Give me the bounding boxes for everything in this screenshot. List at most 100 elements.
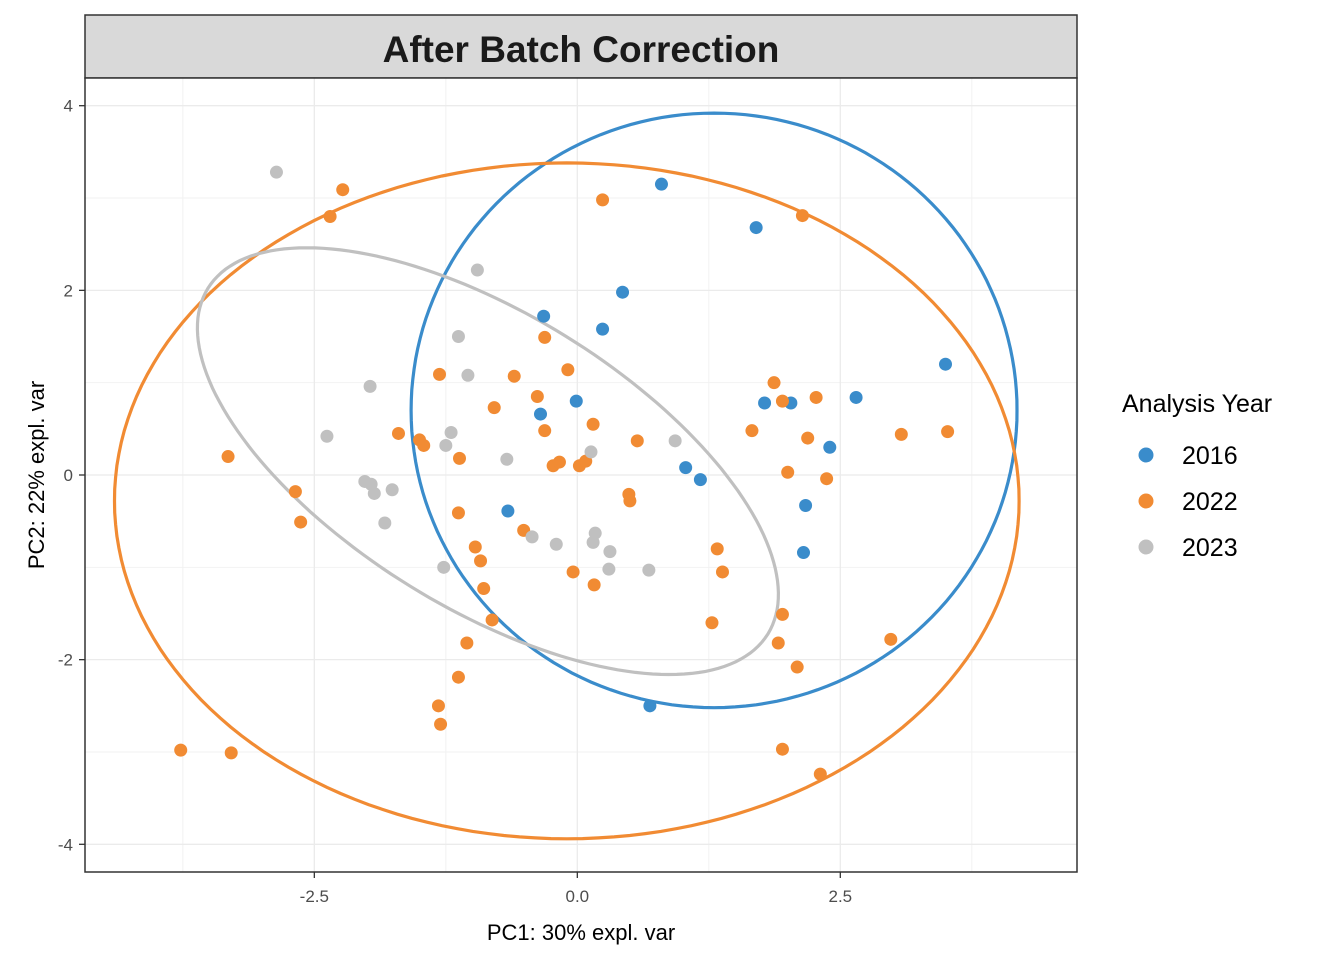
point-2023 xyxy=(603,545,617,559)
point-2016 xyxy=(537,309,551,323)
legend-key-2022 xyxy=(1138,493,1154,509)
point-2022 xyxy=(775,394,789,408)
point-2022 xyxy=(809,390,823,404)
point-2022 xyxy=(417,438,431,452)
point-2023 xyxy=(525,530,539,544)
grid-lines xyxy=(85,78,1077,872)
point-2023 xyxy=(437,560,451,574)
point-2022 xyxy=(767,376,781,390)
point-2022 xyxy=(474,554,488,568)
point-2016 xyxy=(679,461,693,475)
point-2016 xyxy=(596,322,610,336)
point-2022 xyxy=(586,417,600,431)
point-2022 xyxy=(801,431,815,445)
point-2023 xyxy=(378,516,392,530)
point-2022 xyxy=(294,515,308,529)
point-2023 xyxy=(269,165,283,179)
point-2022 xyxy=(820,472,834,486)
point-2022 xyxy=(288,485,302,499)
point-2022 xyxy=(451,506,465,520)
point-2016 xyxy=(643,699,657,713)
point-2022 xyxy=(775,742,789,756)
point-2016 xyxy=(758,396,772,410)
point-2022 xyxy=(452,451,466,465)
point-2022 xyxy=(538,424,552,438)
point-2016 xyxy=(616,285,630,299)
y-tick-label: -2 xyxy=(58,651,73,670)
point-2022 xyxy=(941,425,955,439)
chart-title: After Batch Correction xyxy=(383,29,780,70)
point-2022 xyxy=(705,616,719,630)
point-2022 xyxy=(795,209,809,223)
point-2023 xyxy=(586,535,600,549)
point-2022 xyxy=(884,632,898,646)
point-2022 xyxy=(468,540,482,554)
point-2023 xyxy=(363,379,377,393)
y-tick-label: -4 xyxy=(58,835,73,854)
point-2022 xyxy=(538,330,552,344)
point-2016 xyxy=(654,177,668,191)
point-2023 xyxy=(642,563,656,577)
legend-label-2023: 2023 xyxy=(1182,534,1238,562)
x-tick-label: 2.5 xyxy=(828,887,852,906)
legend-label-2016: 2016 xyxy=(1182,442,1238,470)
point-2023 xyxy=(320,429,334,443)
point-2016 xyxy=(823,440,837,454)
ellipse-2016 xyxy=(409,111,1019,710)
legend: Analysis Year 2016 2022 2023 xyxy=(1122,390,1272,562)
axes: -2.5 0.0 2.5 -4 -2 0 2 4 xyxy=(58,97,852,906)
point-2016 xyxy=(533,407,547,421)
point-2022 xyxy=(623,494,637,508)
point-2023 xyxy=(367,486,381,500)
point-2022 xyxy=(431,699,445,713)
y-tick-label: 0 xyxy=(64,466,73,485)
data-points xyxy=(174,165,955,781)
legend-items: 2016 2022 2023 xyxy=(1138,442,1238,562)
point-2023 xyxy=(500,452,514,466)
point-2016 xyxy=(569,394,583,408)
legend-label-2022: 2022 xyxy=(1182,488,1238,516)
legend-key-2023 xyxy=(1138,539,1154,555)
point-2022 xyxy=(894,427,908,441)
confidence-ellipses xyxy=(112,111,1021,841)
point-2022 xyxy=(630,434,644,448)
point-2023 xyxy=(439,438,453,452)
point-2022 xyxy=(745,424,759,438)
strip-background xyxy=(84,14,1078,79)
point-2022 xyxy=(566,565,580,579)
point-2016 xyxy=(799,498,813,512)
point-2023 xyxy=(602,562,616,576)
point-2016 xyxy=(501,504,515,518)
point-2022 xyxy=(451,670,465,684)
point-2022 xyxy=(487,401,501,415)
point-2022 xyxy=(507,369,521,383)
point-2023 xyxy=(584,445,598,459)
point-2022 xyxy=(485,613,499,627)
point-2022 xyxy=(174,743,188,757)
point-2023 xyxy=(451,330,465,344)
legend-key-2016 xyxy=(1138,447,1154,463)
y-tick-label: 4 xyxy=(64,97,73,116)
x-axis-title: PC1: 30% expl. var xyxy=(487,920,675,945)
point-2022 xyxy=(775,607,789,621)
point-2023 xyxy=(668,434,682,448)
point-2023 xyxy=(470,263,484,277)
point-2016 xyxy=(849,390,863,404)
point-2022 xyxy=(336,183,350,197)
y-tick-label: 2 xyxy=(64,281,73,300)
point-2022 xyxy=(221,450,235,464)
legend-title: Analysis Year xyxy=(1122,390,1272,418)
point-2023 xyxy=(461,368,475,382)
point-2022 xyxy=(433,367,447,381)
point-2022 xyxy=(530,390,544,404)
point-2022 xyxy=(813,767,827,781)
point-2022 xyxy=(460,636,474,650)
point-2023 xyxy=(385,483,399,497)
point-2022 xyxy=(781,465,795,479)
x-tick-label: 0.0 xyxy=(565,887,589,906)
point-2022 xyxy=(323,209,337,223)
point-2022 xyxy=(790,660,804,674)
point-2022 xyxy=(434,717,448,731)
x-tick-label: -2.5 xyxy=(300,887,329,906)
point-2022 xyxy=(596,193,610,207)
